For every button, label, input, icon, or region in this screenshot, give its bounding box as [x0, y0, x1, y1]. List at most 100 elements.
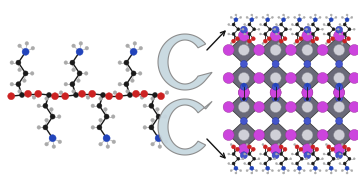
Circle shape	[334, 129, 345, 140]
Circle shape	[64, 61, 68, 64]
Circle shape	[343, 39, 347, 43]
Circle shape	[37, 126, 40, 129]
Circle shape	[116, 93, 123, 100]
Circle shape	[240, 170, 242, 172]
Circle shape	[232, 145, 236, 149]
Polygon shape	[158, 99, 212, 155]
Circle shape	[323, 163, 325, 164]
Circle shape	[133, 42, 137, 45]
Circle shape	[126, 90, 129, 93]
Circle shape	[302, 30, 313, 41]
Circle shape	[153, 92, 158, 98]
Circle shape	[294, 43, 296, 44]
Circle shape	[238, 87, 250, 98]
Circle shape	[72, 68, 76, 72]
Circle shape	[304, 118, 311, 125]
Circle shape	[291, 23, 293, 26]
Circle shape	[346, 14, 348, 16]
Circle shape	[240, 152, 247, 159]
Circle shape	[297, 18, 301, 22]
Circle shape	[247, 145, 251, 149]
Circle shape	[278, 170, 280, 172]
Circle shape	[339, 153, 341, 155]
Circle shape	[247, 39, 251, 43]
Circle shape	[248, 162, 251, 165]
Circle shape	[23, 79, 26, 82]
Circle shape	[319, 16, 321, 18]
Polygon shape	[324, 121, 354, 149]
Circle shape	[339, 33, 341, 35]
Circle shape	[321, 28, 323, 30]
Circle shape	[235, 172, 237, 174]
Circle shape	[30, 72, 34, 75]
Circle shape	[290, 158, 292, 160]
Circle shape	[339, 23, 341, 26]
Circle shape	[235, 14, 237, 16]
Circle shape	[43, 125, 48, 130]
Circle shape	[113, 91, 117, 94]
Circle shape	[37, 104, 40, 108]
Circle shape	[45, 97, 48, 100]
Circle shape	[76, 48, 83, 55]
Circle shape	[22, 48, 29, 55]
Circle shape	[25, 42, 29, 45]
Circle shape	[280, 33, 283, 36]
Circle shape	[103, 135, 110, 142]
Circle shape	[272, 83, 279, 90]
Circle shape	[302, 44, 313, 56]
Circle shape	[126, 68, 129, 72]
Circle shape	[248, 23, 251, 26]
Circle shape	[294, 16, 296, 18]
Circle shape	[86, 96, 90, 99]
Circle shape	[18, 68, 21, 72]
Circle shape	[348, 157, 351, 160]
Circle shape	[73, 92, 78, 98]
Circle shape	[336, 60, 343, 67]
Circle shape	[8, 93, 15, 100]
Circle shape	[295, 39, 299, 43]
Circle shape	[77, 71, 82, 76]
Circle shape	[279, 145, 283, 149]
Circle shape	[325, 16, 328, 18]
Circle shape	[78, 90, 86, 97]
Circle shape	[230, 43, 232, 44]
Circle shape	[280, 162, 283, 165]
Circle shape	[285, 44, 296, 56]
Circle shape	[89, 90, 96, 97]
Circle shape	[238, 101, 250, 112]
Circle shape	[260, 163, 262, 164]
Circle shape	[238, 129, 250, 140]
Circle shape	[348, 28, 351, 31]
Circle shape	[57, 115, 61, 118]
Circle shape	[303, 16, 305, 18]
Polygon shape	[260, 36, 291, 64]
Polygon shape	[229, 36, 259, 64]
Circle shape	[341, 43, 343, 44]
Circle shape	[287, 170, 289, 172]
Circle shape	[311, 145, 315, 149]
Circle shape	[246, 43, 248, 44]
Circle shape	[272, 26, 279, 33]
Circle shape	[151, 97, 154, 100]
Circle shape	[244, 163, 246, 164]
Circle shape	[262, 43, 264, 44]
Circle shape	[285, 157, 287, 160]
Circle shape	[343, 153, 346, 156]
Circle shape	[306, 28, 308, 30]
Circle shape	[347, 147, 350, 151]
Circle shape	[302, 101, 313, 112]
Circle shape	[327, 33, 330, 36]
Circle shape	[97, 103, 102, 108]
Circle shape	[72, 44, 76, 48]
Circle shape	[307, 33, 309, 35]
Circle shape	[330, 37, 335, 41]
Circle shape	[310, 170, 311, 172]
Circle shape	[334, 44, 345, 56]
Circle shape	[253, 44, 265, 56]
Polygon shape	[260, 93, 291, 121]
Circle shape	[130, 48, 137, 55]
Circle shape	[263, 145, 267, 149]
Polygon shape	[229, 93, 259, 121]
Circle shape	[272, 95, 279, 102]
Circle shape	[104, 114, 109, 119]
